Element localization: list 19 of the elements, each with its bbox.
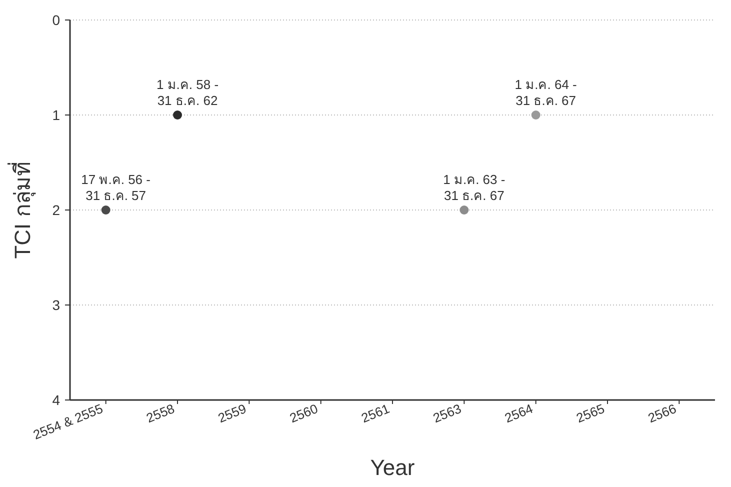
y-tick-label: 4 [52, 392, 60, 408]
x-tick-label: 2564 [502, 400, 535, 426]
x-tick-label: 2561 [359, 400, 392, 426]
y-axis-title: TCI กลุ่มที่ [7, 161, 36, 259]
y-tick-label: 1 [52, 107, 60, 123]
y-tick-label: 2 [52, 202, 60, 218]
x-tick-label: 2565 [574, 400, 607, 426]
data-label: 1 ม.ค. 64 - 31 ธ.ค. 67 [514, 77, 577, 108]
x-tick-label: 2560 [288, 400, 320, 426]
x-tick-label: 2558 [144, 400, 177, 426]
x-tick-label: 2559 [216, 400, 248, 426]
y-tick-label: 3 [52, 297, 60, 313]
x-tick-label: 2563 [430, 400, 464, 426]
data-label: 1 ม.ค. 58 - 31 ธ.ค. 62 [156, 77, 219, 108]
y-tick-label: 0 [52, 12, 60, 28]
data-label: 17 พ.ค. 56 - 31 ธ.ค. 57 [81, 172, 150, 203]
x-tick-label: 2566 [646, 400, 678, 426]
data-label: 1 ม.ค. 63 - 31 ธ.ค. 67 [443, 172, 506, 203]
x-axis-title: Year [370, 455, 415, 480]
